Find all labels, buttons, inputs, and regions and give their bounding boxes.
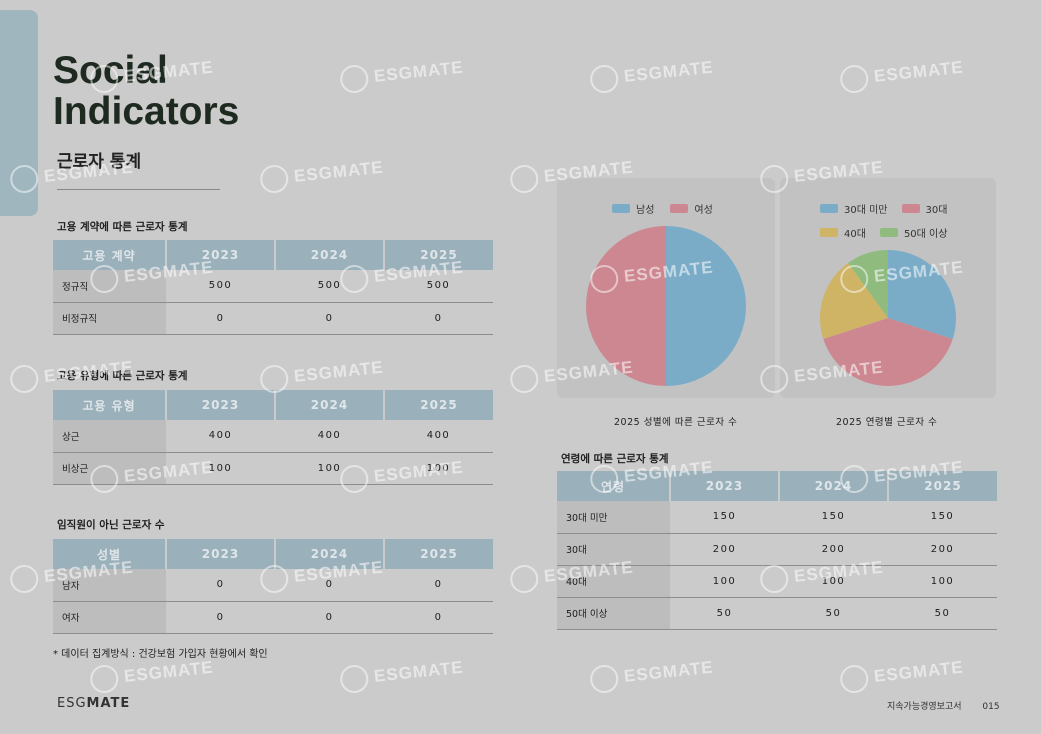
table-row: 정규직 500 500 500 xyxy=(53,270,493,303)
seal-icon xyxy=(508,563,540,595)
legend-label: 30대 xyxy=(925,205,948,216)
table-header: 2024 xyxy=(274,390,384,420)
seal-icon xyxy=(338,663,370,695)
legend-swatch-under30 xyxy=(820,204,838,213)
legend-swatch-30s xyxy=(901,204,920,213)
gender-legend: 남성 여성 xyxy=(612,201,713,216)
watermark-stamp: ESGMATE xyxy=(838,654,965,695)
table-header: 2025 xyxy=(383,539,493,569)
seal-icon xyxy=(588,663,620,695)
table-row: 50대 이상 50 50 50 xyxy=(557,597,997,630)
non-employee-table-label: 임직원이 아닌 근로자 수 xyxy=(57,519,165,531)
legend-swatch-50plus xyxy=(879,228,898,237)
non-employee-table: 성별 2023 2024 2025 남자 0 0 0 여자 0 0 0 xyxy=(53,539,493,634)
data-note: * 데이터 집계방식 : 건강보험 가입자 현황에서 확인 xyxy=(53,649,268,660)
page-number: 015 xyxy=(982,702,1000,712)
watermark-stamp: ESGMATE xyxy=(258,354,385,395)
footer-logo: ESGMATE xyxy=(57,696,131,711)
gender-pie xyxy=(586,226,746,386)
table-header: 연령 xyxy=(557,471,670,501)
footer-report: 지속가능경영보고서 015 xyxy=(887,699,1000,712)
pie-slice-2 xyxy=(823,318,953,386)
seal-icon xyxy=(588,63,620,95)
age-legend-row1: 30대 미만 30대 xyxy=(820,201,947,216)
table-row: 남자 0 0 0 xyxy=(53,569,493,602)
title-divider xyxy=(57,189,220,190)
table-header: 2025 xyxy=(887,471,997,501)
seal-icon xyxy=(508,163,540,195)
age-chart-caption: 2025 연령별 근로자 수 xyxy=(836,417,938,428)
contract-table: 고용 계약 2023 2024 2025 정규직 500 500 500 비정규… xyxy=(53,240,493,335)
seal-icon xyxy=(838,63,870,95)
table-header: 2024 xyxy=(274,539,384,569)
legend-label: 50대 이상 xyxy=(903,229,948,240)
pie-slice-1 xyxy=(666,226,746,386)
seal-icon xyxy=(88,663,120,695)
legend-label: 40대 xyxy=(844,229,866,240)
legend-label: 30대 미만 xyxy=(844,205,888,216)
table-row: 40대 100 100 100 xyxy=(557,565,997,598)
table-row: 30대 미만 150 150 150 xyxy=(557,501,997,534)
seal-icon xyxy=(338,63,370,95)
table-header: 성별 xyxy=(53,539,166,569)
report-name: 지속가능경영보고서 xyxy=(887,702,962,712)
watermark-stamp: ESGMATE xyxy=(258,154,385,195)
table-header: 2024 xyxy=(274,240,384,270)
gender-chart-panel: 남성 여성 xyxy=(557,178,775,398)
table-header: 2025 xyxy=(383,240,493,270)
watermark-stamp: ESGMATE xyxy=(588,54,715,95)
page-subtitle: 근로자 통계 xyxy=(57,152,142,172)
pie-slice-3 xyxy=(820,262,888,340)
table-row: 비정규직 0 0 0 xyxy=(53,302,493,335)
gender-chart-caption: 2025 성별에 따른 근로자 수 xyxy=(614,417,738,428)
type-table-label: 고용 유형에 따른 근로자 통계 xyxy=(57,370,188,382)
table-header: 2023 xyxy=(669,471,779,501)
legend-swatch-female xyxy=(670,204,689,213)
age-table: 연령 2023 2024 2025 30대 미만 150 150 150 30대… xyxy=(557,471,997,630)
age-chart-panel: 30대 미만 30대 40대 50대 이상 xyxy=(780,178,996,398)
contract-table-label: 고용 계약에 따른 근로자 통계 xyxy=(57,221,188,233)
seal-icon xyxy=(258,163,290,195)
table-header: 2023 xyxy=(165,390,275,420)
table-row: 상근 400 400 400 xyxy=(53,420,493,453)
legend-label: 남성 xyxy=(636,205,655,216)
table-header: 2025 xyxy=(383,390,493,420)
seal-icon xyxy=(8,363,40,395)
table-row: 비상근 100 100 100 xyxy=(53,452,493,485)
seal-icon xyxy=(8,563,40,595)
pie-slice-2 xyxy=(586,226,666,386)
table-header: 고용 계약 xyxy=(53,240,166,270)
age-table-label: 연령에 따른 근로자 통계 xyxy=(561,453,669,465)
page-title: Social Indicators xyxy=(53,49,240,133)
table-row: 여자 0 0 0 xyxy=(53,601,493,634)
age-legend-row2: 40대 50대 이상 xyxy=(820,225,947,240)
age-pie xyxy=(820,250,956,386)
watermark-stamp: ESGMATE xyxy=(338,654,465,695)
table-header: 고용 유형 xyxy=(53,390,166,420)
side-tab xyxy=(0,10,38,216)
watermark-stamp: ESGMATE xyxy=(588,654,715,695)
watermark-stamp: ESGMATE xyxy=(838,54,965,95)
table-header: 2023 xyxy=(165,539,275,569)
pie-slice-1 xyxy=(888,250,956,340)
watermark-stamp: ESGMATE xyxy=(338,54,465,95)
type-table: 고용 유형 2023 2024 2025 상근 400 400 400 비상근 … xyxy=(53,390,493,485)
pie-slice-4 xyxy=(848,250,888,318)
table-header: 2024 xyxy=(778,471,888,501)
legend-swatch-male xyxy=(612,204,630,213)
table-header: 2023 xyxy=(165,240,275,270)
seal-icon xyxy=(838,663,870,695)
legend-swatch-40s xyxy=(820,228,838,237)
seal-icon xyxy=(508,363,540,395)
legend-label: 여성 xyxy=(694,205,713,216)
table-row: 30대 200 200 200 xyxy=(557,533,997,566)
